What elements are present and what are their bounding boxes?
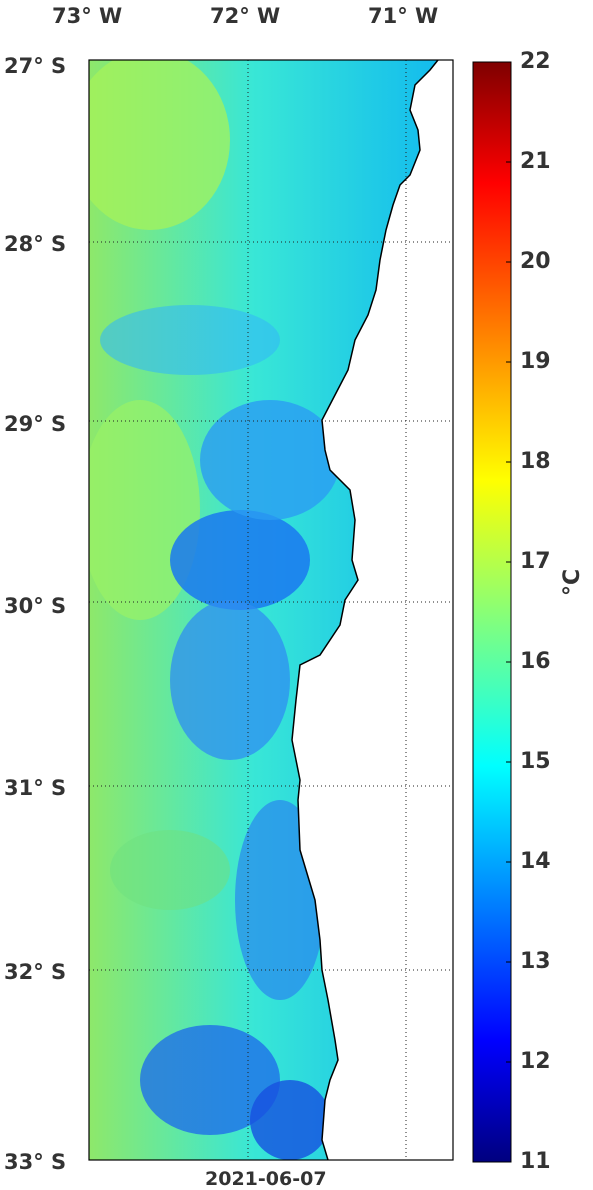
colorbar-label-13: 13 <box>520 949 551 974</box>
lat-label-33s: 33° S <box>4 1150 67 1174</box>
colorbar-label-18: 18 <box>520 449 551 474</box>
lat-label-28s: 28° S <box>4 232 67 256</box>
colorbar-label-14: 14 <box>520 849 551 874</box>
colorbar-unit-label: °C <box>560 568 585 596</box>
lon-label-72w: 72° W <box>210 4 281 28</box>
colorbar-label-11: 11 <box>520 1149 551 1174</box>
colorbar <box>472 61 512 1163</box>
colorbar-label-21: 21 <box>520 149 551 174</box>
colorbar-label-16: 16 <box>520 649 551 674</box>
lat-label-31s: 31° S <box>4 776 67 800</box>
colorbar-label-12: 12 <box>520 1049 551 1074</box>
colorbar-label-22: 22 <box>520 49 551 74</box>
colorbar-ticks <box>506 61 511 1163</box>
lat-label-27s: 27° S <box>4 54 67 78</box>
colorbar-label-17: 17 <box>520 549 551 574</box>
lat-label-30s: 30° S <box>4 594 67 618</box>
map-gridlines <box>89 60 453 1160</box>
colorbar-label-15: 15 <box>520 749 551 774</box>
lat-label-32s: 32° S <box>4 960 67 984</box>
colorbar-label-20: 20 <box>520 249 551 274</box>
lon-label-73w: 73° W <box>52 4 123 28</box>
map-frame <box>88 59 454 1161</box>
lon-label-71w: 71° W <box>368 4 439 28</box>
sea-surface-temperature-field <box>89 59 453 1161</box>
lat-label-29s: 29° S <box>4 412 67 436</box>
map-date: 2021-06-07 <box>205 1168 327 1190</box>
colorbar-label-19: 19 <box>520 349 551 374</box>
